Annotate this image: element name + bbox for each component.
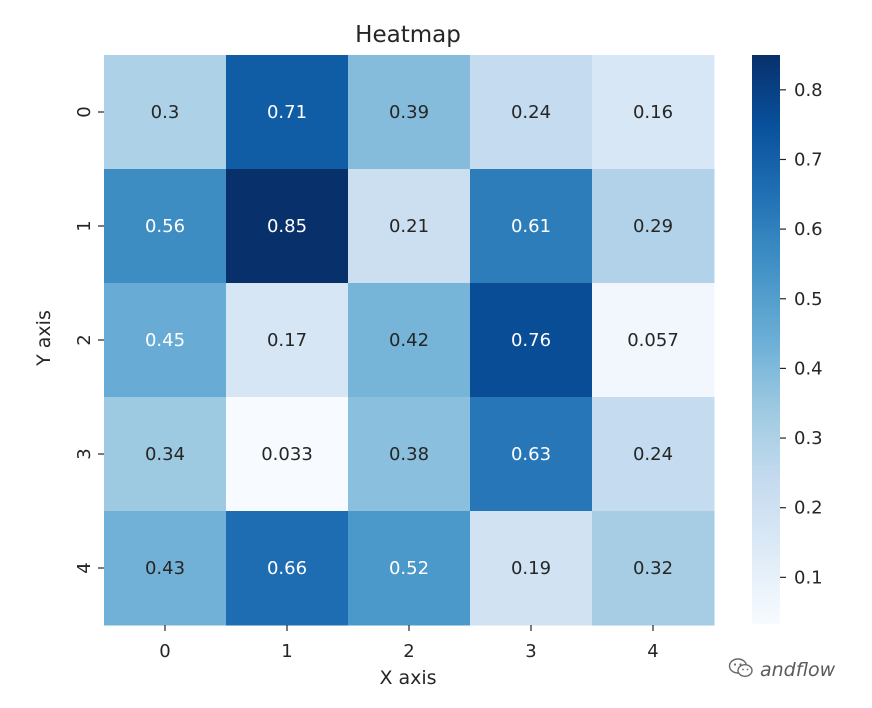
- cell-value-label: 0.45: [145, 330, 185, 351]
- cell-value-label: 0.52: [389, 558, 429, 579]
- x-tick-label: 2: [403, 641, 414, 662]
- colorbar-tick-label: 0.4: [794, 358, 823, 379]
- cell-value-label: 0.17: [267, 330, 307, 351]
- heatmap-cell: [592, 397, 715, 512]
- x-axis-label: X axis: [379, 667, 436, 689]
- colorbar-tick-label: 0.2: [794, 498, 823, 519]
- cell-value-label: 0.43: [145, 558, 185, 579]
- y-tick-label: 3: [74, 448, 95, 459]
- x-tick-label: 0: [159, 641, 170, 662]
- cell-value-label: 0.61: [511, 216, 551, 237]
- heatmap-cells: 0.3 0.71 0.39 0.24 0.16 0.56 0.85 0.21 0.61 0.29 0…: [104, 55, 715, 626]
- heatmap-cell: [470, 169, 593, 284]
- colorbar-tick-label: 0.5: [794, 289, 823, 310]
- colorbar-tick-label: 0.7: [794, 149, 823, 170]
- x-axis-ticks: 0 1 2 3 4: [159, 625, 659, 662]
- heatmap-cell: [348, 283, 471, 398]
- cell-value-label: 0.63: [511, 444, 551, 465]
- heatmap-cell: [348, 169, 471, 284]
- heatmap-cell: [470, 283, 593, 398]
- cell-value-label: 0.42: [389, 330, 429, 351]
- heatmap-cell: [226, 397, 349, 512]
- heatmap-cell: [226, 283, 349, 398]
- heatmap-cell: [104, 55, 227, 170]
- y-tick-label: 2: [74, 334, 95, 345]
- heatmap-cell: [104, 397, 227, 512]
- cell-value-label: 0.76: [511, 330, 551, 351]
- watermark-text: andflow: [760, 659, 836, 681]
- heatmap-cell: [592, 169, 715, 284]
- heatmap-cell: [226, 55, 349, 170]
- chart-title: Heatmap: [355, 22, 461, 48]
- cell-value-label: 0.38: [389, 444, 429, 465]
- y-tick-label: 4: [74, 562, 95, 573]
- heatmap-cell: [470, 55, 593, 170]
- heatmap-cell: [348, 55, 471, 170]
- wechat-icon: [728, 657, 754, 684]
- colorbar: 0.1 0.2 0.3 0.4 0.5 0.6 0.7 0.8: [752, 55, 823, 624]
- heatmap-cell: [226, 511, 349, 626]
- x-tick-label: 4: [647, 641, 658, 662]
- heatmap-cell: [348, 511, 471, 626]
- cell-value-label: 0.32: [633, 558, 673, 579]
- y-tick-label: 1: [74, 220, 95, 231]
- heatmap-cell: [592, 511, 715, 626]
- colorbar-tick-label: 0.3: [794, 428, 823, 449]
- cell-value-label: 0.66: [267, 558, 307, 579]
- cell-value-label: 0.057: [627, 330, 679, 351]
- cell-value-label: 0.85: [267, 216, 307, 237]
- heatmap-cell: [104, 169, 227, 284]
- y-axis-ticks: 0 1 2 3 4: [74, 106, 104, 574]
- colorbar-tick-label: 0.6: [794, 219, 823, 240]
- cell-value-label: 0.29: [633, 216, 673, 237]
- heatmap-cell: [592, 55, 715, 170]
- x-tick-label: 3: [525, 641, 536, 662]
- cell-value-label: 0.24: [633, 444, 673, 465]
- heatmap-cell: [226, 169, 349, 284]
- heatmap-cell: [104, 511, 227, 626]
- cell-value-label: 0.56: [145, 216, 185, 237]
- cell-value-label: 0.39: [389, 102, 429, 123]
- colorbar-tick-label: 0.8: [794, 80, 823, 101]
- heatmap-cell: [348, 397, 471, 512]
- colorbar-tick-label: 0.1: [794, 567, 823, 588]
- heatmap-cell: [470, 397, 593, 512]
- cell-value-label: 0.71: [267, 102, 307, 123]
- cell-value-label: 0.033: [261, 444, 313, 465]
- heatmap-cell: [470, 511, 593, 626]
- cell-value-label: 0.34: [145, 444, 185, 465]
- cell-value-label: 0.24: [511, 102, 551, 123]
- y-tick-label: 0: [74, 106, 95, 117]
- cell-value-label: 0.16: [633, 102, 673, 123]
- cell-value-label: 0.21: [389, 216, 429, 237]
- heatmap-cell: [104, 283, 227, 398]
- cell-value-label: 0.3: [151, 102, 180, 123]
- heatmap-cell: [592, 283, 715, 398]
- x-tick-label: 1: [281, 641, 292, 662]
- watermark: andflow: [728, 656, 835, 684]
- y-axis-label: Y axis: [33, 310, 55, 367]
- colorbar-gradient: [752, 55, 780, 624]
- cell-value-label: 0.19: [511, 558, 551, 579]
